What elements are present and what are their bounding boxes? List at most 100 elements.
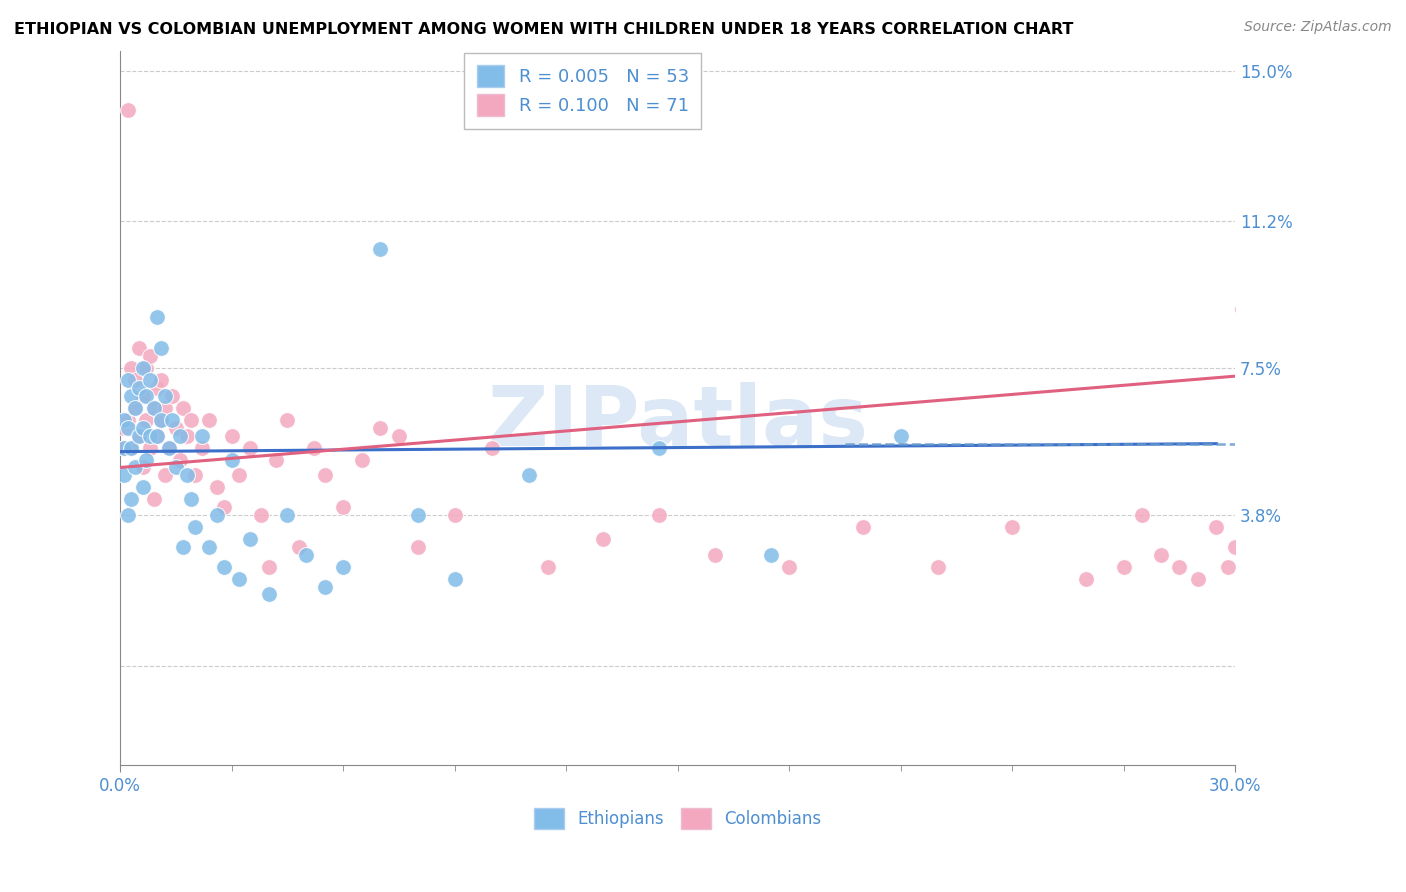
- Point: [117, 103, 139, 118]
- Point: [1130, 508, 1153, 522]
- Point: [117, 508, 139, 522]
- Point: [157, 441, 180, 455]
- Point: [120, 492, 142, 507]
- Point: [648, 508, 671, 522]
- Point: [388, 428, 411, 442]
- Point: [128, 381, 150, 395]
- Point: [120, 389, 142, 403]
- Point: [927, 559, 949, 574]
- Point: [117, 413, 139, 427]
- Point: [239, 441, 262, 455]
- Point: [1205, 520, 1227, 534]
- Point: [180, 492, 202, 507]
- Point: [176, 468, 198, 483]
- Point: [332, 500, 354, 515]
- Text: Source: ZipAtlas.com: Source: ZipAtlas.com: [1244, 20, 1392, 34]
- Point: [250, 508, 273, 522]
- Point: [146, 381, 169, 395]
- Point: [169, 428, 191, 442]
- Point: [124, 373, 146, 387]
- Point: [131, 389, 153, 403]
- Point: [1216, 559, 1239, 574]
- Text: ZIPatlas: ZIPatlas: [486, 382, 868, 463]
- Point: [153, 389, 176, 403]
- Point: [157, 441, 180, 455]
- Point: [205, 480, 228, 494]
- Point: [295, 548, 318, 562]
- Point: [852, 520, 875, 534]
- Point: [370, 242, 392, 256]
- Point: [128, 342, 150, 356]
- Point: [131, 460, 153, 475]
- Point: [162, 389, 184, 403]
- Point: [146, 310, 169, 324]
- Point: [131, 421, 153, 435]
- Point: [183, 520, 205, 534]
- Point: [239, 532, 262, 546]
- Point: [128, 428, 150, 442]
- Point: [406, 508, 429, 522]
- Point: [150, 342, 173, 356]
- Point: [314, 580, 336, 594]
- Point: [198, 540, 221, 554]
- Point: [890, 428, 912, 442]
- Point: [302, 441, 325, 455]
- Point: [191, 428, 214, 442]
- Point: [332, 559, 354, 574]
- Point: [176, 428, 198, 442]
- Point: [1187, 572, 1209, 586]
- Point: [191, 441, 214, 455]
- Point: [117, 373, 139, 387]
- Point: [536, 559, 558, 574]
- Point: [443, 572, 465, 586]
- Point: [1168, 559, 1191, 574]
- Point: [314, 468, 336, 483]
- Point: [257, 587, 280, 601]
- Point: [150, 413, 173, 427]
- Point: [228, 468, 250, 483]
- Point: [153, 468, 176, 483]
- Point: [370, 421, 392, 435]
- Point: [481, 441, 503, 455]
- Point: [135, 389, 157, 403]
- Point: [120, 361, 142, 376]
- Point: [1112, 559, 1135, 574]
- Point: [1223, 540, 1246, 554]
- Point: [112, 413, 135, 427]
- Point: [142, 401, 165, 415]
- Point: [165, 421, 187, 435]
- Point: [287, 540, 309, 554]
- Point: [142, 401, 165, 415]
- Point: [257, 559, 280, 574]
- Point: [146, 428, 169, 442]
- Point: [128, 428, 150, 442]
- Point: [1150, 548, 1173, 562]
- Point: [198, 413, 221, 427]
- Point: [112, 421, 135, 435]
- Point: [648, 441, 671, 455]
- Point: [1232, 301, 1254, 316]
- Point: [406, 540, 429, 554]
- Point: [276, 508, 298, 522]
- Point: [117, 421, 139, 435]
- Point: [112, 441, 135, 455]
- Point: [139, 428, 162, 442]
- Point: [131, 480, 153, 494]
- Point: [169, 452, 191, 467]
- Point: [443, 508, 465, 522]
- Point: [172, 540, 194, 554]
- Point: [146, 428, 169, 442]
- Point: [139, 349, 162, 363]
- Point: [205, 508, 228, 522]
- Point: [131, 361, 153, 376]
- Point: [150, 373, 173, 387]
- Point: [592, 532, 614, 546]
- Point: [1076, 572, 1098, 586]
- Point: [139, 441, 162, 455]
- Point: [142, 492, 165, 507]
- Text: ETHIOPIAN VS COLOMBIAN UNEMPLOYMENT AMONG WOMEN WITH CHILDREN UNDER 18 YEARS COR: ETHIOPIAN VS COLOMBIAN UNEMPLOYMENT AMON…: [14, 22, 1073, 37]
- Point: [124, 460, 146, 475]
- Legend: Ethiopians, Colombians: Ethiopians, Colombians: [527, 802, 828, 836]
- Point: [112, 441, 135, 455]
- Point: [172, 401, 194, 415]
